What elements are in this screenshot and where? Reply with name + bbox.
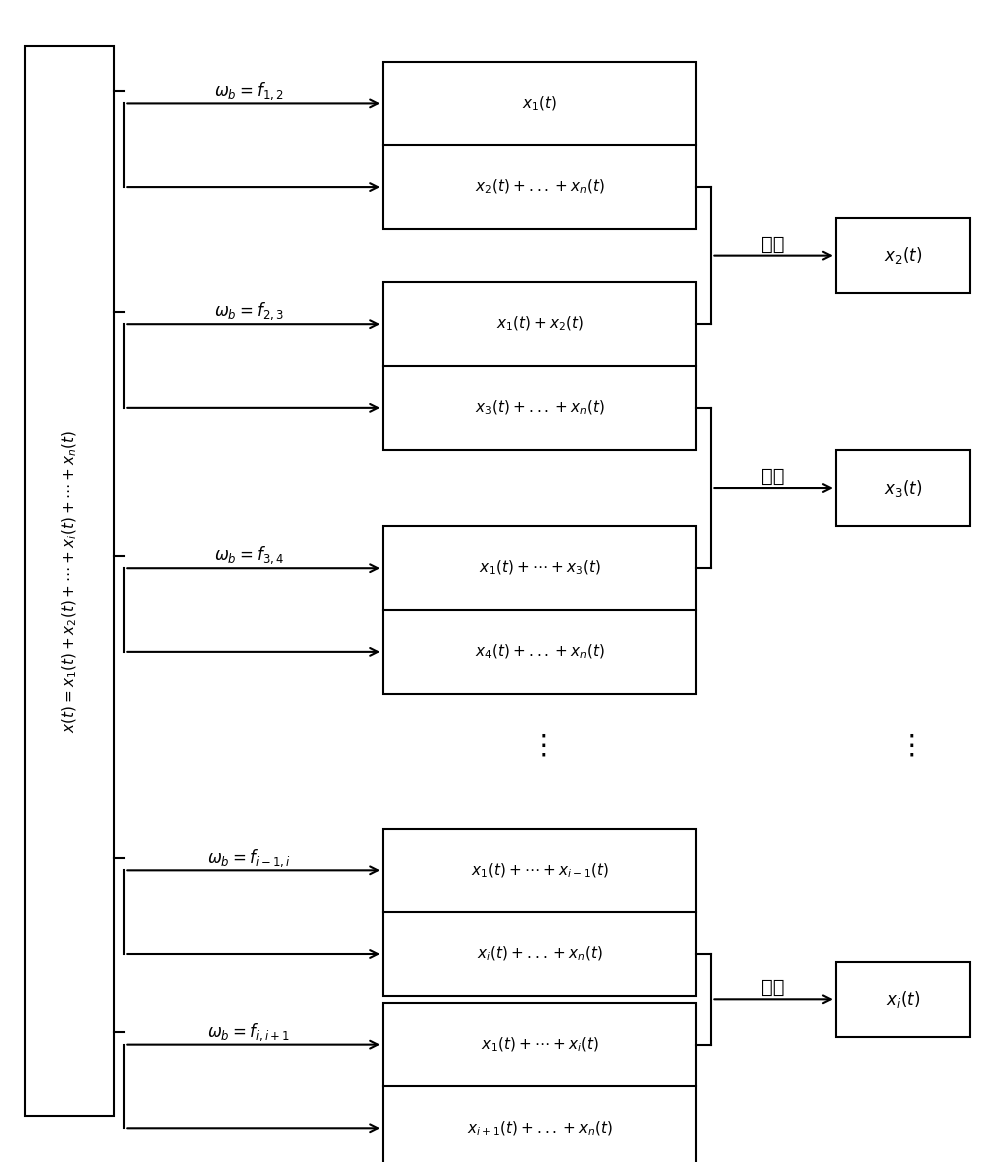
Text: $x_2(t)$: $x_2(t)$ [883,245,921,266]
Bar [383,526,696,694]
Text: $x_1(t)$: $x_1(t)$ [522,94,557,113]
Text: $x_1(t)+\cdots+x_{i-1}(t)$: $x_1(t)+\cdots+x_{i-1}(t)$ [470,861,608,880]
Text: $\vdots$: $\vdots$ [896,732,913,760]
Text: 作差: 作差 [760,978,784,997]
Text: 作差: 作差 [760,235,784,253]
Text: $x_3(t)$: $x_3(t)$ [883,478,921,498]
Bar [383,62,696,229]
Text: 作差: 作差 [760,467,784,486]
Bar [835,962,969,1037]
Text: $\omega_b = f_{3,4}$: $\omega_b = f_{3,4}$ [214,545,283,566]
Text: $x_4(t)+...+x_n(t)$: $x_4(t)+...+x_n(t)$ [474,643,604,661]
Bar [383,1003,696,1162]
Text: $\omega_b = f_{2,3}$: $\omega_b = f_{2,3}$ [214,301,283,322]
Bar [25,46,114,1116]
Text: $x_i(t)+...+x_n(t)$: $x_i(t)+...+x_n(t)$ [476,945,602,963]
Text: $x(t)=x_1(t)+x_2(t)+\cdots+x_i(t)+\cdots+x_n(t)$: $x(t)=x_1(t)+x_2(t)+\cdots+x_i(t)+\cdots… [61,429,79,733]
Text: $\omega_b = f_{i-1,i}$: $\omega_b = f_{i-1,i}$ [207,847,290,868]
Text: $x_1(t)+x_2(t)$: $x_1(t)+x_2(t)$ [495,315,583,333]
Bar [383,829,696,996]
Text: $\omega_b = f_{i,i+1}$: $\omega_b = f_{i,i+1}$ [207,1021,290,1042]
Text: $x_1(t)+\cdots+x_i(t)$: $x_1(t)+\cdots+x_i(t)$ [480,1035,598,1054]
Text: $x_i(t)$: $x_i(t)$ [885,989,919,1010]
Text: $\omega_b = f_{1,2}$: $\omega_b = f_{1,2}$ [214,80,283,101]
Bar [835,218,969,293]
Text: $x_1(t)+\cdots+x_3(t)$: $x_1(t)+\cdots+x_3(t)$ [478,559,600,578]
Text: $x_2(t)+...+x_n(t)$: $x_2(t)+...+x_n(t)$ [474,178,604,196]
Bar [835,450,969,525]
Text: $\vdots$: $\vdots$ [528,732,546,760]
Text: $x_3(t)+...+x_n(t)$: $x_3(t)+...+x_n(t)$ [474,399,604,417]
Text: $x_{i+1}(t)+...+x_n(t)$: $x_{i+1}(t)+...+x_n(t)$ [466,1119,612,1138]
Bar [383,282,696,450]
